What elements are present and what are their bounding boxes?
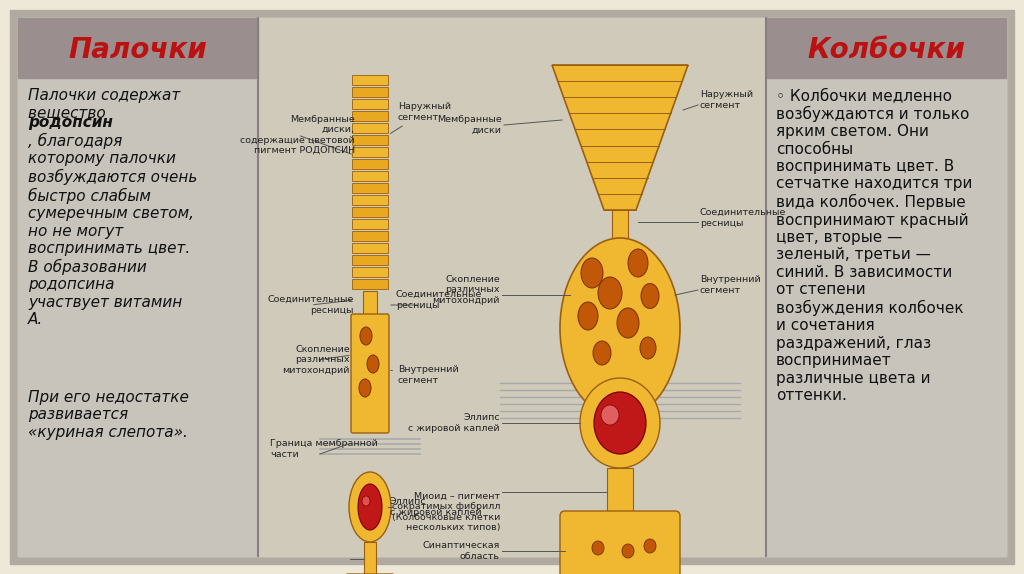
Text: Наружный
сегмент: Наружный сегмент xyxy=(700,90,753,110)
Text: Внутренний
сегмент: Внутренний сегмент xyxy=(391,365,459,385)
Ellipse shape xyxy=(359,379,371,397)
Text: При его недостатке
развивается
«куриная слепота».: При его недостатке развивается «куриная … xyxy=(28,390,188,440)
Ellipse shape xyxy=(358,484,382,530)
Text: Наружный
сегмент: Наружный сегмент xyxy=(390,102,452,134)
Ellipse shape xyxy=(362,496,370,506)
Ellipse shape xyxy=(617,308,639,338)
Bar xyxy=(352,219,388,229)
Ellipse shape xyxy=(601,405,618,425)
Bar xyxy=(352,279,388,289)
Ellipse shape xyxy=(360,327,372,345)
Bar xyxy=(352,195,388,205)
Ellipse shape xyxy=(641,284,659,308)
FancyBboxPatch shape xyxy=(560,511,680,574)
Text: родопсин: родопсин xyxy=(28,115,113,130)
Text: Соединительные
ресницы: Соединительные ресницы xyxy=(267,295,354,315)
Ellipse shape xyxy=(580,378,660,468)
Ellipse shape xyxy=(622,544,634,558)
Text: Эллипс
с жировой каплей: Эллипс с жировой каплей xyxy=(409,413,500,433)
Bar xyxy=(352,123,388,133)
Text: , благодаря
которому палочки
возбуждаются очень
быстро слабым
сумеречным светом,: , благодаря которому палочки возбуждаютс… xyxy=(28,115,198,327)
Bar xyxy=(607,468,633,516)
Ellipse shape xyxy=(578,302,598,330)
Bar xyxy=(612,210,628,238)
Ellipse shape xyxy=(593,341,611,365)
Text: Палочки: Палочки xyxy=(69,36,208,64)
Bar xyxy=(352,135,388,145)
Text: Мембранные
диски: Мембранные диски xyxy=(437,115,502,135)
Ellipse shape xyxy=(592,541,604,555)
Bar xyxy=(352,243,388,253)
Text: Колбочки: Колбочки xyxy=(807,36,965,64)
Ellipse shape xyxy=(640,337,656,359)
Text: Палочки содержат
вещество: Палочки содержат вещество xyxy=(28,88,180,121)
Text: Синаптическая
область: Синаптическая область xyxy=(423,541,500,561)
Ellipse shape xyxy=(581,258,603,288)
Bar xyxy=(352,267,388,277)
Text: Скопление
различных
митохондрий: Скопление различных митохондрий xyxy=(432,275,500,305)
Ellipse shape xyxy=(560,238,680,418)
Text: ◦ Колбочки медленно
возбуждаются и только
ярким светом. Они
способны
воспринимат: ◦ Колбочки медленно возбуждаются и тольк… xyxy=(776,88,973,403)
Text: Мембранные
диски,
содержащие цветовой
пигмент РОДОПСИН: Мембранные диски, содержащие цветовой пи… xyxy=(241,115,355,155)
Text: Скопление
различных
митохондрий: Скопление различных митохондрий xyxy=(283,345,350,375)
Bar xyxy=(352,87,388,97)
Bar xyxy=(352,147,388,157)
Polygon shape xyxy=(552,65,688,210)
Bar xyxy=(258,18,766,556)
Bar xyxy=(18,18,258,556)
Text: Граница мембранной
части: Граница мембранной части xyxy=(270,439,378,459)
Bar xyxy=(18,18,258,78)
Bar xyxy=(766,18,1006,78)
Text: Соединительные
ресницы: Соединительные ресницы xyxy=(396,290,482,310)
Bar xyxy=(352,99,388,109)
Bar xyxy=(352,75,388,85)
Ellipse shape xyxy=(644,539,656,553)
FancyBboxPatch shape xyxy=(351,314,389,433)
Bar xyxy=(352,207,388,217)
Bar xyxy=(766,18,1006,556)
Bar xyxy=(352,255,388,265)
Ellipse shape xyxy=(594,392,646,454)
Ellipse shape xyxy=(628,249,648,277)
Bar xyxy=(352,171,388,181)
Ellipse shape xyxy=(367,355,379,373)
Text: Внутренний
сегмент: Внутренний сегмент xyxy=(700,276,761,294)
Ellipse shape xyxy=(349,472,391,542)
Bar xyxy=(352,231,388,241)
Bar xyxy=(362,291,377,316)
Bar xyxy=(352,111,388,121)
Bar xyxy=(352,183,388,193)
Text: Соединительные
ресницы: Соединительные ресницы xyxy=(700,208,786,228)
Text: Эллипс
с жировой каплей: Эллипс с жировой каплей xyxy=(390,497,481,517)
Text: Миоид – пигмент
сократимых фибрилл
(Колбочковые клетки
нескольких типов): Миоид – пигмент сократимых фибрилл (Колб… xyxy=(391,492,500,532)
Bar xyxy=(352,159,388,169)
Ellipse shape xyxy=(598,277,622,309)
Bar xyxy=(364,542,376,574)
